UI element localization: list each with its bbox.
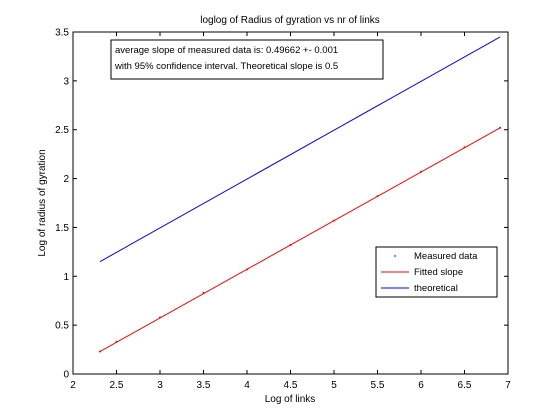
x-tick-label: 6 [418,380,424,391]
x-tick-label: 4 [244,380,250,391]
x-tick-label: 3 [157,380,163,391]
legend-label-measured: Measured data [414,251,478,262]
y-tick-label: 0 [63,370,69,381]
legend-marker-measured [394,255,396,257]
y-tick-label: 2 [63,174,69,185]
x-tick-label: 5.5 [371,380,385,391]
x-tick-label: 2.5 [110,380,124,391]
annotation-line-1: average slope of measured data is: 0.496… [115,45,338,56]
chart-title: loglog of Radius of gyration vs nr of li… [200,15,380,26]
x-tick-label: 4.5 [284,380,298,391]
x-axis-label: Log of links [265,394,316,405]
y-tick-label: 0.5 [55,321,69,332]
legend-frame [375,246,498,298]
y-tick-label: 3.5 [55,28,69,39]
plot-area [98,36,502,353]
y-axis: 0 0.5 1 1.5 2 2.5 3 3.5 [55,28,508,381]
legend: Measured data Fitted slope theoretical [375,246,498,298]
legend-label-fitted: Fitted slope [414,267,463,278]
x-tick-label: 2 [70,380,76,391]
x-tick-label: 6.5 [458,380,472,391]
annotation-box: average slope of measured data is: 0.496… [110,39,384,80]
x-tick-label: 3.5 [197,380,211,391]
axes-frame [72,31,509,375]
y-tick-label: 1 [63,272,69,283]
y-tick-label: 2.5 [55,125,69,136]
series-line-theoretical [99,36,501,263]
y-axis-label: Log of radius of gyration [37,149,48,256]
y-tick-label: 3 [63,76,69,87]
x-tick-label: 5 [331,380,337,391]
x-axis: 2 2.5 3 3.5 4 4.5 5 5.5 6 6.5 7 [70,32,511,391]
annotation-frame [110,39,384,80]
y-tick-label: 1.5 [55,223,69,234]
legend-label-theoretical: theoretical [414,283,458,294]
annotation-line-2: with 95% confidence interval. Theoretica… [114,61,338,72]
series-line-fitted-slope [99,127,501,352]
x-tick-label: 7 [505,380,511,391]
